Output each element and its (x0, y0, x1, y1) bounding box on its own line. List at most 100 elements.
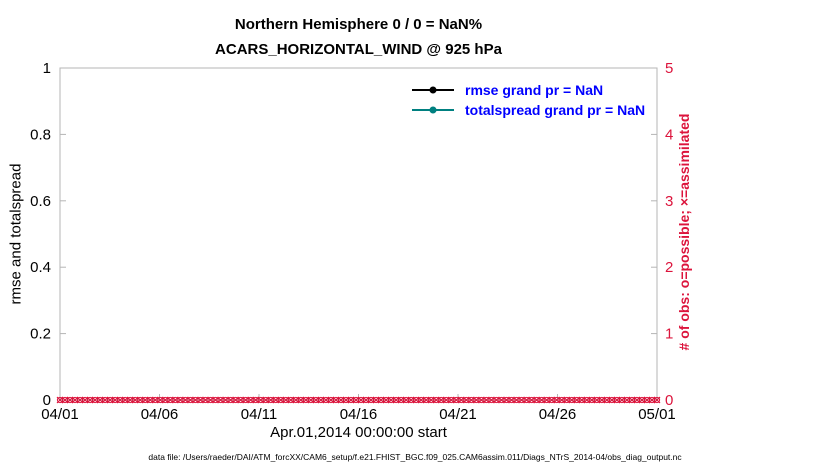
left-y-axis-label: rmse and totalspread (7, 163, 25, 305)
obs-assimilated-marker (287, 396, 295, 404)
chart-title: Northern Hemisphere 0 / 0 = NaN% (234, 16, 483, 33)
right-tick-label: 1 (665, 326, 673, 343)
obs-assimilated-marker (176, 396, 184, 404)
obs-assimilated-marker (247, 396, 255, 404)
obs-assimilated-marker (66, 396, 74, 404)
legend-label-rmse: rmse grand pr = NaN (465, 81, 604, 98)
obs-assimilated-marker (151, 396, 159, 404)
obs-assimilated-marker (432, 396, 440, 404)
x-axis-label: Apr.01,2014 00:00:00 start (270, 424, 447, 441)
obs-assimilated-marker (76, 396, 84, 404)
obs-assimilated-marker (187, 396, 194, 404)
obs-assimilated-marker (181, 396, 189, 404)
left-tick-label: 0.6 (30, 193, 51, 210)
obs-assimilated-marker (457, 396, 465, 404)
obs-assimilated-marker (483, 396, 490, 404)
obs-assimilated-marker (603, 396, 611, 404)
chart-title-block: Northern Hemisphere 0 / 0 = NaN% ACARS_H… (60, 12, 657, 62)
obs-assimilated-marker (362, 396, 370, 404)
obs-assimilated-marker (106, 396, 114, 404)
obs-assimilated-marker (598, 396, 606, 404)
obs-assimilated-marker (96, 396, 104, 404)
right-y-axis-label: # of obs: o=possible; ×=assimilated (676, 113, 692, 351)
obs-assimilated-marker (121, 396, 129, 404)
obs-assimilated-marker (101, 396, 109, 404)
chart-subtitle: ACARS_HORIZONTAL_WIND @ 925 hPa (215, 41, 502, 58)
obs-assimilated-marker (257, 396, 265, 404)
obs-assimilated-marker (56, 396, 64, 404)
obs-assimilated-marker (573, 396, 581, 404)
obs-assimilated-marker (452, 396, 460, 404)
left-tick-label: 0 (43, 392, 51, 409)
x-tick-label: 04/21 (439, 406, 477, 423)
obs-assimilated-marker (643, 396, 651, 404)
obs-assimilated-marker (217, 396, 224, 404)
obs-assimilated-marker (136, 396, 144, 404)
obs-assimilated-marker (538, 396, 546, 404)
right-tick-label: 0 (665, 392, 673, 409)
obs-assimilated-marker (222, 396, 229, 404)
obs-assimilated-marker (252, 396, 260, 404)
obs-assimilated-marker (227, 396, 234, 404)
obs-assimilated-marker (116, 396, 124, 404)
obs-assimilated-marker (543, 396, 551, 404)
legend-item-rmse: rmse grand pr = NaN (410, 81, 645, 98)
obs-assimilated-marker (131, 396, 139, 404)
left-tick-label: 1 (43, 60, 51, 77)
obs-assimilated-marker (633, 396, 641, 404)
obs-assimilated-marker (618, 396, 626, 404)
obs-assimilated-marker (563, 396, 571, 404)
obs-assimilated-marker (71, 396, 79, 404)
obs-assimilated-marker (412, 396, 420, 404)
obs-assimilated-marker (272, 396, 280, 404)
obs-assimilated-marker (292, 396, 300, 404)
obs-assimilated-marker (508, 396, 515, 404)
legend-label-totalspread: totalspread grand pr = NaN (465, 101, 646, 118)
obs-assimilated-marker (558, 396, 566, 404)
obs-assimilated-marker (588, 396, 596, 404)
obs-assimilated-marker (377, 396, 385, 404)
obs-assimilated-marker (628, 396, 636, 404)
obs-assimilated-marker (282, 396, 290, 404)
right-tick-label: 5 (665, 60, 673, 77)
obs-assimilated-marker (367, 396, 375, 404)
left-tick-label: 0.2 (30, 326, 51, 343)
obs-assimilated-marker (347, 396, 355, 404)
obs-assimilated-marker (156, 396, 164, 404)
obs-assimilated-marker (387, 396, 395, 404)
obs-assimilated-marker (528, 396, 536, 404)
obs-assimilated-marker (467, 396, 475, 404)
obs-assimilated-marker (262, 396, 270, 404)
obs-assimilated-marker (427, 396, 435, 404)
obs-assimilated-marker (161, 396, 169, 404)
right-tick-label: 2 (665, 259, 673, 276)
x-tick-label: 04/11 (241, 406, 277, 423)
obs-assimilated-marker (437, 396, 445, 404)
left-tick-label: 0.4 (30, 259, 51, 276)
obs-assimilated-marker (523, 396, 530, 404)
obs-assimilated-marker (307, 396, 315, 404)
obs-assimilated-marker (553, 396, 561, 404)
obs-assimilated-marker (61, 396, 69, 404)
x-tick-label: 05/01 (638, 406, 676, 423)
obs-assimilated-marker (638, 396, 646, 404)
legend-line-totalspread-icon (412, 106, 454, 113)
left-tick-label: 0.8 (30, 126, 51, 143)
obs-assimilated-marker (237, 396, 245, 404)
obs-assimilated-marker (488, 396, 495, 404)
obs-assimilated-marker (392, 396, 400, 404)
obs-assimilated-marker (578, 396, 586, 404)
obs-assimilated-marker (493, 396, 500, 404)
obs-assimilated-marker (312, 396, 320, 404)
obs-assimilated-marker (332, 396, 340, 404)
obs-assimilated-marker (277, 396, 285, 404)
obs-possible-marker (653, 396, 661, 404)
obs-assimilated-marker (146, 396, 154, 404)
obs-assimilated-marker (327, 396, 335, 404)
axes-box (59, 67, 658, 401)
obs-assimilated-marker (242, 396, 250, 404)
obs-assimilated-marker (442, 396, 450, 404)
obs-assimilated-marker (583, 396, 591, 404)
obs-assimilated-marker (202, 396, 209, 404)
